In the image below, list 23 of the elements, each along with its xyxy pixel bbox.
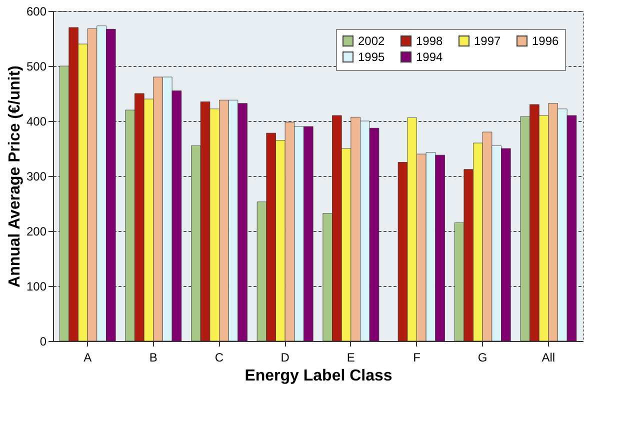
legend-label: 1998: [416, 34, 444, 48]
y-tick-label: 400: [26, 114, 47, 128]
x-tick-label: E: [346, 350, 355, 364]
x-tick-label: C: [214, 350, 224, 364]
x-axis-title: Energy Label Class: [244, 368, 392, 384]
legend-label: 1994: [416, 50, 444, 64]
y-axis-title: Annual Average Price (€/unit): [6, 66, 24, 288]
y-tick-label: 0: [40, 334, 47, 348]
y-tick-label: 500: [26, 60, 47, 74]
y-tick-label: 100: [26, 280, 47, 294]
y-tick-label: 600: [26, 4, 47, 18]
legend-label: 1996: [532, 34, 560, 48]
y-tick-label: 300: [26, 170, 47, 184]
x-tick-label: B: [149, 350, 158, 364]
y-tick-label: 200: [26, 224, 47, 238]
legend-label: 1997: [474, 34, 502, 48]
x-tick-label: G: [478, 350, 488, 364]
x-tick-label: F: [413, 350, 420, 364]
x-tick-label: D: [280, 350, 290, 364]
x-tick-label: A: [84, 350, 92, 364]
x-tick-label: All: [542, 350, 556, 364]
legend-label: 2002: [358, 34, 386, 48]
legend-label: 1995: [358, 50, 386, 64]
